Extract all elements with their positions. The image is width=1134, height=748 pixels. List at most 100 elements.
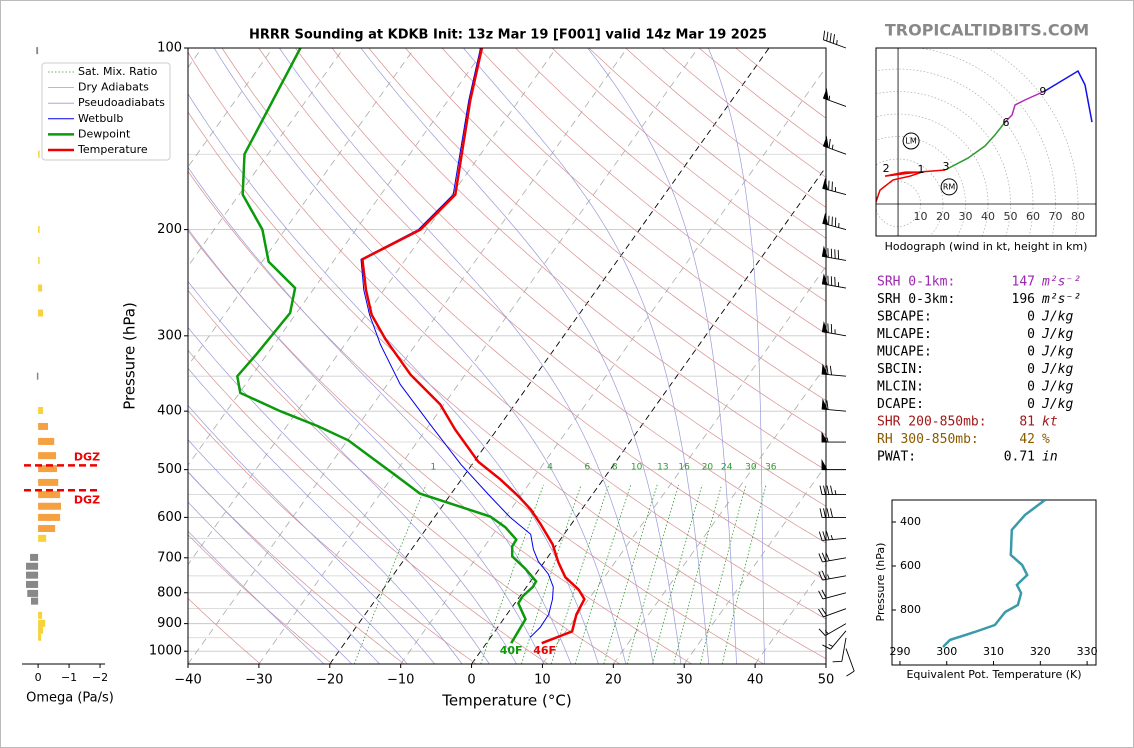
pseudoadiabat bbox=[188, 439, 408, 664]
dgz-label: DGZ bbox=[74, 450, 100, 463]
dry-adiabat bbox=[188, 111, 826, 660]
pseudoadiabat bbox=[188, 501, 353, 664]
plot-frame bbox=[187, 47, 827, 665]
ring-label: 60 bbox=[1026, 210, 1040, 223]
wind-barb bbox=[822, 177, 847, 196]
wind-barb bbox=[822, 212, 847, 231]
wind-barb bbox=[821, 458, 846, 471]
wind-barb bbox=[821, 273, 847, 289]
height-label: 6 bbox=[1003, 116, 1010, 129]
x-tick-label: 30 bbox=[676, 673, 693, 688]
x-tick-label: 330 bbox=[1077, 645, 1098, 658]
pseudoadiabat bbox=[188, 530, 325, 664]
y-axis-label: Pressure (hPa) bbox=[121, 302, 139, 410]
wind-barb bbox=[819, 485, 846, 496]
wind-barb bbox=[818, 607, 847, 618]
y-tick-label: 100 bbox=[157, 41, 182, 56]
mixing-ratio-label: 16 bbox=[678, 462, 690, 472]
index-value: 0 bbox=[1027, 362, 1035, 377]
y-tick-label: 400 bbox=[900, 515, 921, 528]
ring-label: 50 bbox=[1004, 210, 1018, 223]
dgz-label: DGZ bbox=[74, 493, 100, 506]
x-tick-label: 20 bbox=[605, 673, 622, 688]
index-label: PWAT: bbox=[877, 450, 916, 465]
mixing-ratio-label: 30 bbox=[745, 462, 757, 472]
mixing-ratio-line bbox=[626, 484, 679, 664]
background-lines bbox=[188, 48, 826, 664]
omega-bar bbox=[38, 422, 49, 430]
storm-motion-marker bbox=[940, 178, 958, 196]
y-tick-label: 900 bbox=[157, 616, 182, 631]
dry-adiabat bbox=[735, 48, 826, 119]
x-tick-label: 40 bbox=[747, 673, 764, 688]
mixing-ratio-label: 13 bbox=[657, 462, 668, 472]
isotherm bbox=[188, 48, 486, 466]
x-tick-label: −1 bbox=[61, 671, 77, 684]
index-label: MLCAPE: bbox=[877, 327, 932, 342]
y-tick-label: 1000 bbox=[149, 644, 182, 659]
height-label: 1 bbox=[917, 163, 924, 176]
index-unit: m²s⁻² bbox=[1041, 292, 1081, 307]
surface-label: 40F bbox=[500, 644, 523, 657]
mixing-ratio-line bbox=[673, 484, 722, 664]
y-tick-label: 800 bbox=[157, 585, 182, 600]
omega-bar bbox=[38, 407, 44, 415]
thetae-plot bbox=[942, 500, 1046, 648]
omega-bar bbox=[30, 553, 39, 561]
omega-bar bbox=[26, 562, 39, 570]
omega-bar bbox=[38, 452, 57, 460]
omega-bar bbox=[38, 478, 59, 486]
index-unit: J/kg bbox=[1041, 380, 1073, 395]
x-tick-label: −40 bbox=[174, 673, 201, 688]
isotherm bbox=[613, 365, 826, 664]
x-tick-label: 0 bbox=[467, 673, 475, 688]
isotherm bbox=[542, 265, 826, 664]
omega-bar bbox=[38, 619, 46, 627]
dry-adiabat bbox=[441, 48, 826, 368]
dry-adiabat bbox=[188, 170, 764, 664]
profile-line bbox=[235, 48, 538, 644]
omega-bar bbox=[26, 571, 39, 579]
legend-label: Pseudoadiabats bbox=[78, 96, 165, 109]
pseudoadiabat bbox=[188, 471, 380, 664]
index-value: 42 bbox=[1019, 432, 1035, 447]
index-unit: J/kg bbox=[1041, 327, 1073, 342]
index-label: MLCIN: bbox=[877, 380, 924, 395]
index-unit: % bbox=[1042, 432, 1050, 447]
wind-barb bbox=[821, 245, 847, 261]
legend-label: Dry Adiabats bbox=[78, 81, 149, 94]
index-value: 81 bbox=[1019, 415, 1035, 430]
watermark: TROPICALTIDBITS.COM bbox=[885, 21, 1089, 40]
mixing-ratio-label: 24 bbox=[721, 462, 733, 472]
dry-adiabat bbox=[188, 410, 477, 664]
storm-motion-marker bbox=[902, 132, 920, 150]
hodograph-line bbox=[944, 121, 1006, 171]
storm-motion-label: RM bbox=[943, 182, 956, 191]
pseudoadiabat bbox=[213, 48, 627, 664]
height-label: 2 bbox=[883, 162, 890, 175]
isotherm bbox=[825, 663, 826, 664]
isotherm bbox=[188, 48, 274, 168]
wind-barb bbox=[821, 431, 846, 443]
omega-bar bbox=[38, 513, 61, 521]
x-tick-label: 300 bbox=[936, 645, 957, 658]
mixing-ratio-line bbox=[699, 484, 747, 664]
wind-barb bbox=[822, 88, 847, 107]
index-label: SBCIN: bbox=[877, 362, 924, 377]
legend-label: Dewpoint bbox=[78, 127, 131, 140]
pseudoadiabat bbox=[279, 48, 654, 664]
legend-label: Sat. Mix. Ratio bbox=[78, 65, 158, 78]
hodograph-label: Hodograph (wind in kt, height in km) bbox=[885, 240, 1088, 253]
mixing-ratio-label: 10 bbox=[631, 462, 643, 472]
y-tick-label: 700 bbox=[157, 550, 182, 565]
ring-label: 70 bbox=[1049, 210, 1063, 223]
y-tick-label: 600 bbox=[900, 559, 921, 572]
omega-bar bbox=[38, 284, 43, 292]
y-tick-label: 500 bbox=[157, 462, 182, 477]
wind-barb bbox=[821, 398, 847, 412]
index-value: 0 bbox=[1027, 397, 1035, 412]
ring-label: 20 bbox=[936, 210, 950, 223]
omega-bar bbox=[27, 589, 39, 597]
dry-adiabat bbox=[188, 51, 826, 620]
isotherm bbox=[188, 48, 628, 664]
